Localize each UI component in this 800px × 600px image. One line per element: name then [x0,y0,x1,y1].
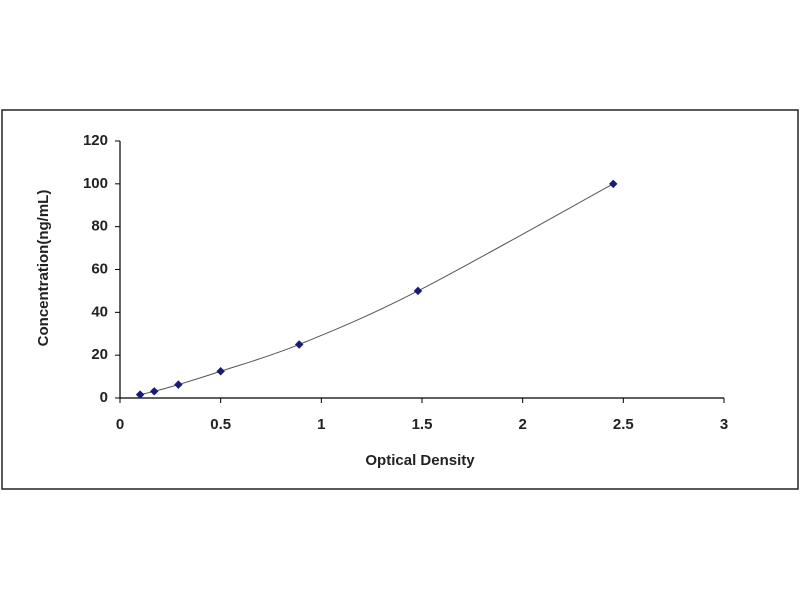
x-tick-label: 1 [317,416,325,433]
x-tick-label: 3 [720,416,728,433]
point [216,366,225,376]
point [135,390,145,399]
x-axis-label: Optical Density [365,452,475,469]
x-tick-label: 2 [518,416,526,433]
y-tick-label: 80 [91,218,108,235]
x-tick-label: 2.5 [613,416,634,433]
point [149,387,159,396]
point [174,380,183,389]
y-tick-label: 100 [83,175,108,192]
point [413,286,423,296]
x-tick-label: 1.5 [412,416,433,433]
x-tick-label: 0.5 [210,416,231,433]
point [294,340,304,349]
y-tick-label: 120 [83,132,108,149]
y-axis-label: Concentration(ng/mL) [35,190,52,347]
y-tick-label: 0 [100,389,108,406]
y-tick-label: 40 [91,303,108,320]
x-tick-label: 0 [116,416,124,433]
y-tick-label: 60 [91,260,108,277]
y-tick-label: 20 [91,346,108,363]
